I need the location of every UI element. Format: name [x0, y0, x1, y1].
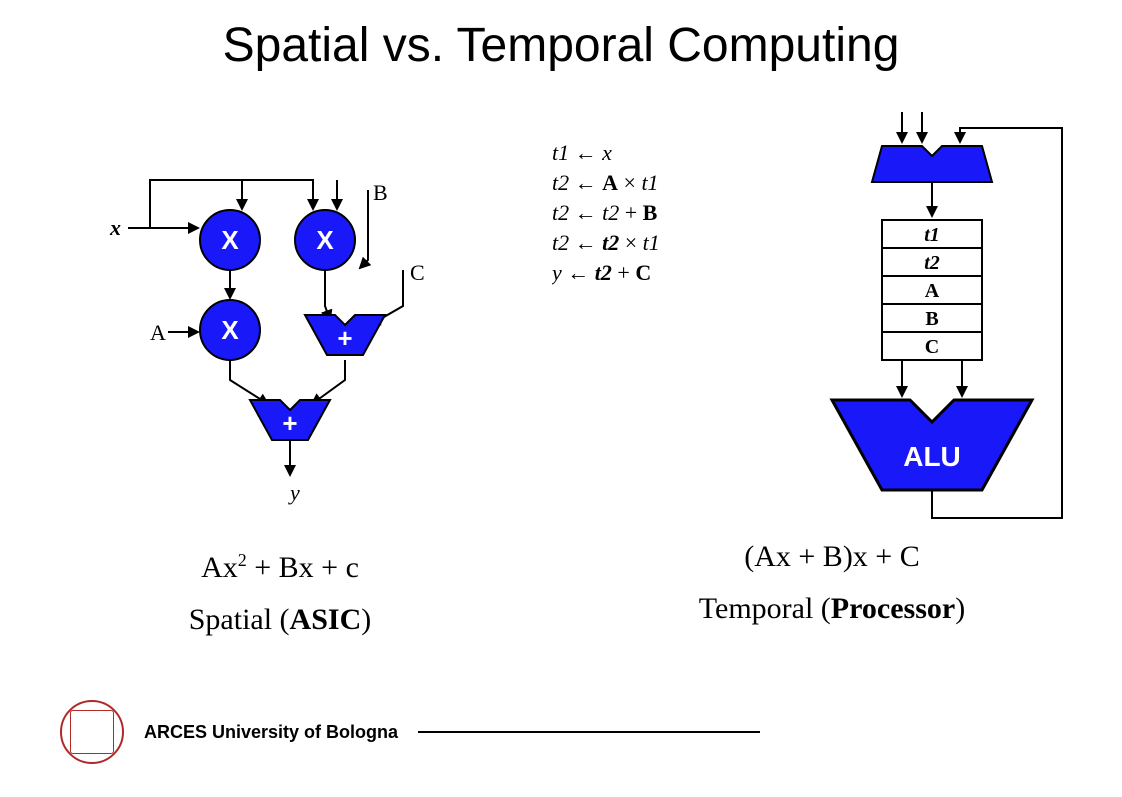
svg-text:A: A [925, 280, 940, 302]
svg-text:A: A [150, 320, 166, 345]
svg-text:t1 ← x: t1 ← x [552, 140, 612, 165]
svg-text:X: X [221, 225, 239, 255]
svg-text:t1: t1 [924, 224, 940, 246]
svg-text:t2: t2 [924, 252, 940, 274]
svg-text:t2 ← t2 × t1: t2 ← t2 × t1 [552, 230, 660, 255]
svg-text:+: + [282, 408, 297, 438]
svg-text:C: C [410, 260, 425, 285]
temporal-formula: (Ax + B)x + C [642, 540, 1022, 574]
svg-text:B: B [925, 308, 938, 330]
spatial-caption: Spatial (ASIC) [120, 603, 440, 637]
spatial-text: Ax2 + Bx + c Spatial (ASIC) [120, 550, 440, 637]
svg-text:ALU: ALU [903, 441, 961, 472]
svg-text:t2 ← t2 + B: t2 ← t2 + B [552, 200, 658, 225]
slide-title: Spatial vs. Temporal Computing [0, 18, 1122, 73]
svg-text:y ← t2 + C: y ← t2 + C [552, 260, 651, 285]
temporal-text: (Ax + B)x + C Temporal (Processor) [642, 540, 1022, 626]
svg-text:X: X [221, 315, 239, 345]
svg-text:X: X [316, 225, 334, 255]
spatial-formula: Ax2 + Bx + c [120, 550, 440, 585]
svg-text:B: B [373, 180, 388, 205]
footer-divider [418, 731, 760, 733]
spatial-diagram: X X X + + x A B Cy [90, 140, 470, 520]
temporal-diagram: t1 ← x t2 ← A × t1 t2 ← t2 + B t2 ← t2 × t1… [552, 100, 1072, 530]
svg-text:+: + [337, 323, 352, 353]
svg-text:x: x [109, 215, 121, 240]
svg-text:t2 ← A × t1: t2 ← A × t1 [552, 170, 659, 195]
svg-text:C: C [925, 336, 939, 358]
footer-text: ARCES University of Bologna [144, 722, 398, 743]
temporal-caption: Temporal (Processor) [642, 592, 1022, 626]
svg-text:y: y [288, 480, 300, 505]
footer: ARCES University of Bologna [60, 697, 760, 767]
university-seal-icon [60, 700, 124, 764]
